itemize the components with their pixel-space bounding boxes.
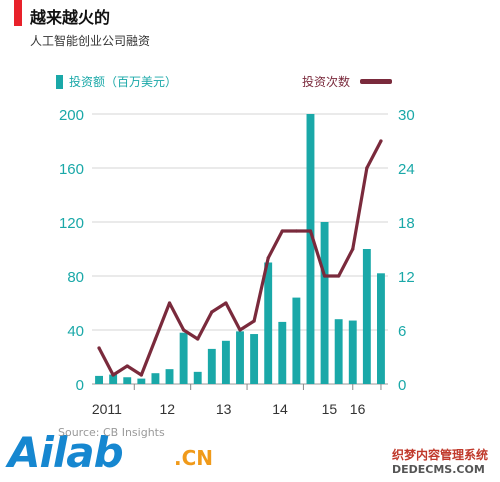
legend-line-label: 投资次数 <box>302 75 351 89</box>
line-point <box>153 337 158 341</box>
bar <box>109 374 118 384</box>
x-tick-label: 13 <box>216 401 232 417</box>
bar <box>334 319 343 384</box>
legend-line: 投资次数 <box>302 73 393 90</box>
line-point <box>351 247 355 251</box>
line-point <box>280 229 284 233</box>
bar <box>193 371 202 384</box>
x-tick-label: 16 <box>350 401 366 417</box>
bar <box>320 222 329 384</box>
line-point <box>337 274 341 278</box>
legend-line-swatch <box>360 79 393 84</box>
x-tick-label: 2011 <box>92 401 122 417</box>
line-point <box>308 229 313 233</box>
legend-bar-label: 投资额（百万美元） <box>69 75 178 89</box>
bar <box>377 273 385 384</box>
right-axis-tick-label: 12 <box>398 269 415 286</box>
bar <box>250 334 259 384</box>
bar <box>264 262 273 384</box>
right-axis-tick-label: 30 <box>398 107 415 124</box>
ailab-logo: Ailab <box>8 428 124 477</box>
line-point <box>322 274 327 278</box>
bar <box>278 321 287 384</box>
line-point <box>294 229 298 233</box>
x-tick-label: 14 <box>272 401 288 417</box>
bar <box>221 340 230 384</box>
legend-bars: 投资额（百万美元） <box>56 73 177 90</box>
bar <box>137 378 146 384</box>
left-axis-tick-label: 0 <box>76 377 84 394</box>
bar <box>348 320 357 384</box>
x-tick-label: 12 <box>160 401 176 417</box>
left-axis-tick-label: 120 <box>59 215 84 232</box>
left-axis-tick-label: 40 <box>67 323 84 340</box>
title-accent-bar <box>14 0 22 26</box>
bar <box>179 332 188 384</box>
line-point <box>139 373 143 377</box>
line-point <box>379 139 383 143</box>
watermark-site-name: 织梦内容管理系统 <box>392 448 489 462</box>
ailab-logo-suffix: .CN <box>174 446 214 470</box>
bar <box>165 369 174 384</box>
watermark-site-url: DEDECMS.COM <box>392 463 485 476</box>
line-point <box>224 301 228 305</box>
left-axis-tick-label: 80 <box>67 269 84 286</box>
left-axis-tick-label: 160 <box>59 161 84 178</box>
legend-bar-swatch <box>56 74 63 89</box>
bar <box>236 331 244 384</box>
line-point <box>210 310 214 314</box>
line-point <box>125 364 129 368</box>
line-point <box>196 337 200 341</box>
line-point <box>111 373 115 377</box>
bar <box>362 249 371 384</box>
right-axis-tick-label: 18 <box>398 215 415 232</box>
line-point <box>365 166 369 170</box>
source-note: Source: CB Insights <box>58 426 165 439</box>
line-point <box>97 346 101 350</box>
line-point <box>238 328 242 332</box>
bar <box>207 348 216 384</box>
left-axis-tick-label: 200 <box>59 107 84 124</box>
x-tick-label: 15 <box>322 401 338 417</box>
bar <box>95 375 103 384</box>
bar <box>151 373 160 384</box>
bar <box>123 377 132 384</box>
line-point <box>167 301 172 305</box>
bar <box>292 297 301 384</box>
line-point <box>252 319 256 323</box>
line-point <box>266 256 270 260</box>
right-axis-tick-label: 24 <box>398 161 415 178</box>
bar <box>306 114 315 384</box>
line-point <box>182 328 186 332</box>
chart-title: 越来越火的 <box>30 8 111 27</box>
right-axis-tick-label: 6 <box>398 323 406 340</box>
chart-subtitle: 人工智能创业公司融资 <box>30 34 151 48</box>
right-axis-tick-label: 0 <box>398 377 406 394</box>
